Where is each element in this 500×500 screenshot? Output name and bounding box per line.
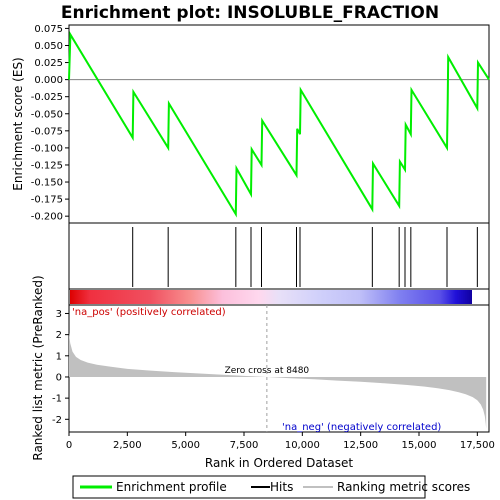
rank-x-tick-label: 12,500 (343, 440, 378, 451)
legend: Enrichment profile Hits Ranking metric s… (72, 475, 470, 499)
rank-x-tick-label: 15,000 (402, 440, 437, 451)
rank-panel-frame (68, 304, 490, 433)
rank-x-tick-label: 17,500 (460, 440, 495, 451)
rank-x-tick-label: 10,000 (285, 440, 320, 451)
hits-panel (68, 222, 490, 290)
es-y-axis: 0.075 0.050 0.025 0.000 -0.025 -0.050 -0.075 -0… (31, 24, 69, 223)
pos-correlated-label: 'na_pos' (positively correlated) (72, 307, 226, 318)
rank-y-axis-label: Ranked list metric (PreRanked) (31, 275, 45, 460)
rank-x-tick-label: 2,500 (113, 440, 142, 451)
legend-hits-label: Hits (270, 480, 293, 494)
zero-cross-label: Zero cross at 8480 (225, 366, 310, 376)
enrichment-profile-line (68, 31, 490, 218)
es-y-tick-label: -0.150 (31, 178, 63, 189)
rank-y-axis: 3 2 1 0 -1 -2 (52, 309, 69, 426)
rank-panel: 'na_pos' (positively correlated) 'na_neg… (31, 275, 495, 470)
rank-y-tick-label: -1 (52, 394, 62, 405)
rank-y-tick-label: 1 (56, 351, 62, 362)
legend-frame (72, 475, 426, 499)
neg-correlated-label: 'na_neg' (negatively correlated) (282, 422, 441, 433)
rank-y-tick-label: 0 (56, 372, 62, 383)
ranking-metric-area (69, 332, 487, 429)
rank-x-tick-label: 5,000 (171, 440, 200, 451)
es-panel: 0.075 0.050 0.025 0.000 -0.025 -0.050 -0.075 -0… (11, 24, 490, 224)
legend-profile-label: Enrichment profile (116, 480, 227, 494)
es-y-axis-label: Enrichment score (ES) (11, 57, 25, 190)
rank-x-axis: 0 2,500 5,000 7,500 10,000 12,500 15,000 17,500 (66, 432, 495, 451)
es-y-tick-label: 0.075 (34, 24, 63, 35)
chart-title: Enrichment plot: INSOLUBLE_FRACTION (61, 3, 439, 23)
es-y-tick-label: 0.050 (34, 41, 63, 52)
rank-y-tick-label: 3 (56, 309, 62, 320)
es-y-tick-label: -0.200 (31, 212, 63, 223)
es-y-tick-label: -0.075 (31, 126, 63, 137)
es-panel-frame (68, 24, 490, 224)
rank-x-tick-label: 0 (66, 440, 72, 451)
rank-colorbar (70, 290, 472, 304)
rank-y-tick-label: 2 (56, 330, 62, 341)
legend-metric-label: Ranking metric scores (337, 480, 470, 494)
es-y-tick-label: -0.100 (31, 143, 63, 154)
hits-panel-frame (68, 222, 490, 290)
es-y-tick-label: -0.175 (31, 195, 63, 206)
rank-y-tick-label: -2 (52, 415, 62, 426)
es-y-tick-label: 0.000 (34, 75, 63, 86)
es-y-tick-label: -0.050 (31, 109, 63, 120)
es-y-tick-label: -0.025 (31, 92, 63, 103)
hit-marks (132, 227, 478, 287)
rank-x-tick-label: 7,500 (230, 440, 259, 451)
es-y-tick-label: -0.125 (31, 160, 63, 171)
es-y-tick-label: 0.025 (34, 58, 63, 69)
rank-x-axis-label: Rank in Ordered Dataset (205, 456, 353, 470)
